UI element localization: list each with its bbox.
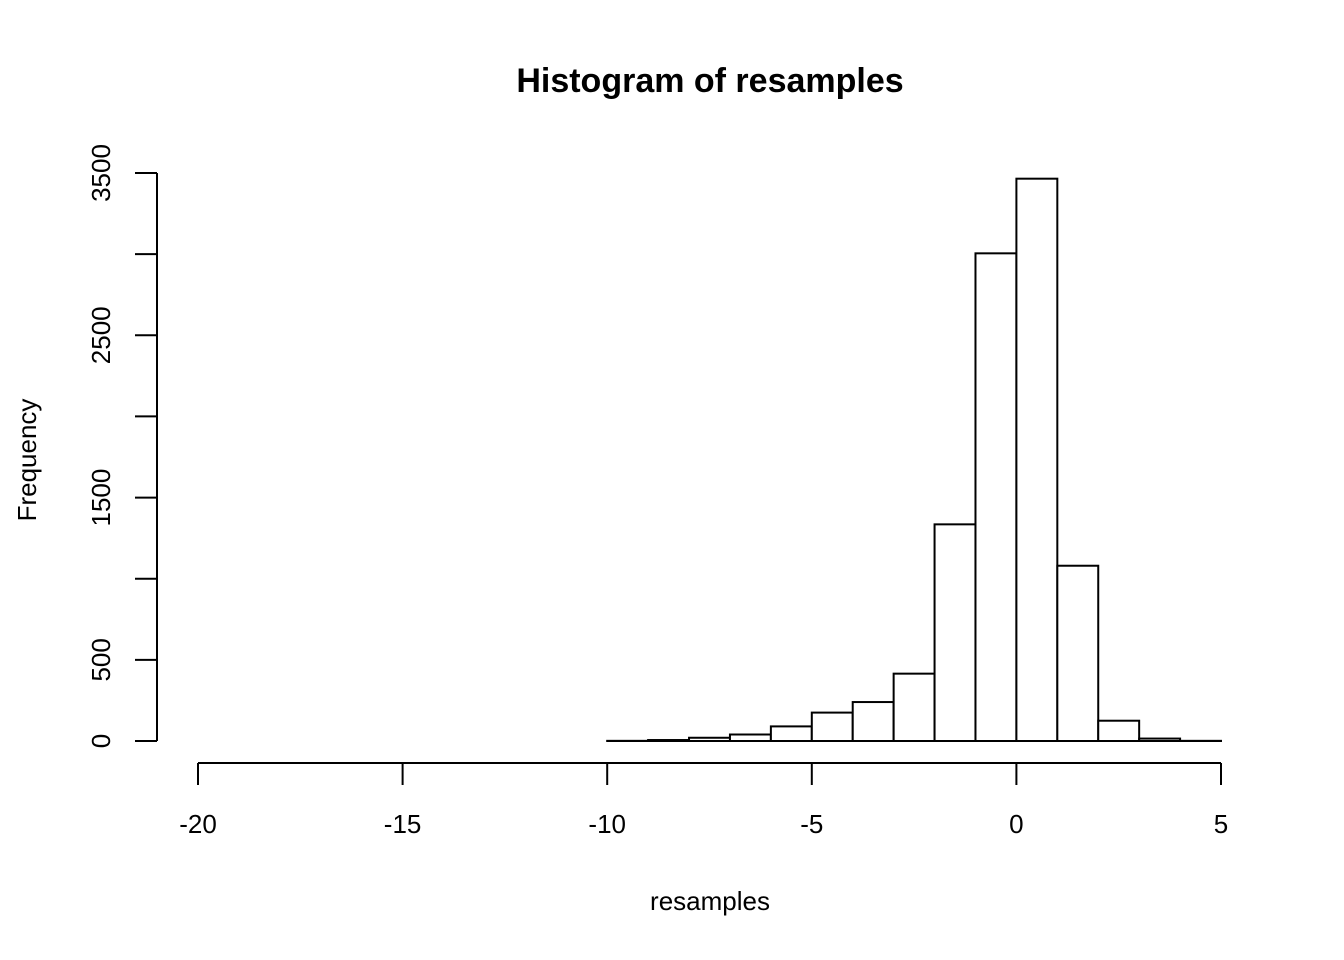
histogram-bar (688, 736, 731, 742)
y-axis-ticks: 0 500 1500 2500 3500 (86, 144, 157, 748)
chart-title: Histogram of resamples (516, 62, 903, 100)
histogram-bar (1138, 737, 1182, 743)
y-tick-label: 1500 (86, 469, 116, 527)
histogram-bar (647, 739, 691, 743)
histogram-bar (810, 711, 854, 742)
x-tick-label: -5 (800, 809, 823, 839)
y-tick-label: 3500 (86, 144, 116, 202)
histogram-bar (974, 252, 1018, 742)
histogram-bar (892, 672, 936, 742)
histogram-bar (1056, 564, 1100, 743)
histogram-bar (769, 725, 813, 743)
y-tick-label: 2500 (86, 306, 116, 364)
x-axis-ticks: -20 -15 -10 -5 0 5 (179, 763, 1228, 839)
histogram-bar (851, 701, 895, 743)
histogram-bar (933, 523, 977, 742)
histogram-bar (1097, 719, 1141, 743)
histogram-bar (1015, 177, 1059, 742)
histogram-bar (728, 733, 772, 742)
x-tick-label: -10 (588, 809, 626, 839)
y-axis-label: Frequency (12, 399, 42, 522)
x-tick-label: 5 (1214, 809, 1228, 839)
x-axis-label: resamples (650, 886, 770, 916)
x-tick-label: -15 (384, 809, 422, 839)
y-tick-label: 500 (86, 638, 116, 681)
x-tick-label: -20 (179, 809, 217, 839)
y-tick-label: 0 (86, 734, 116, 748)
bars-group (606, 177, 1222, 743)
x-tick-label: 0 (1009, 809, 1023, 839)
